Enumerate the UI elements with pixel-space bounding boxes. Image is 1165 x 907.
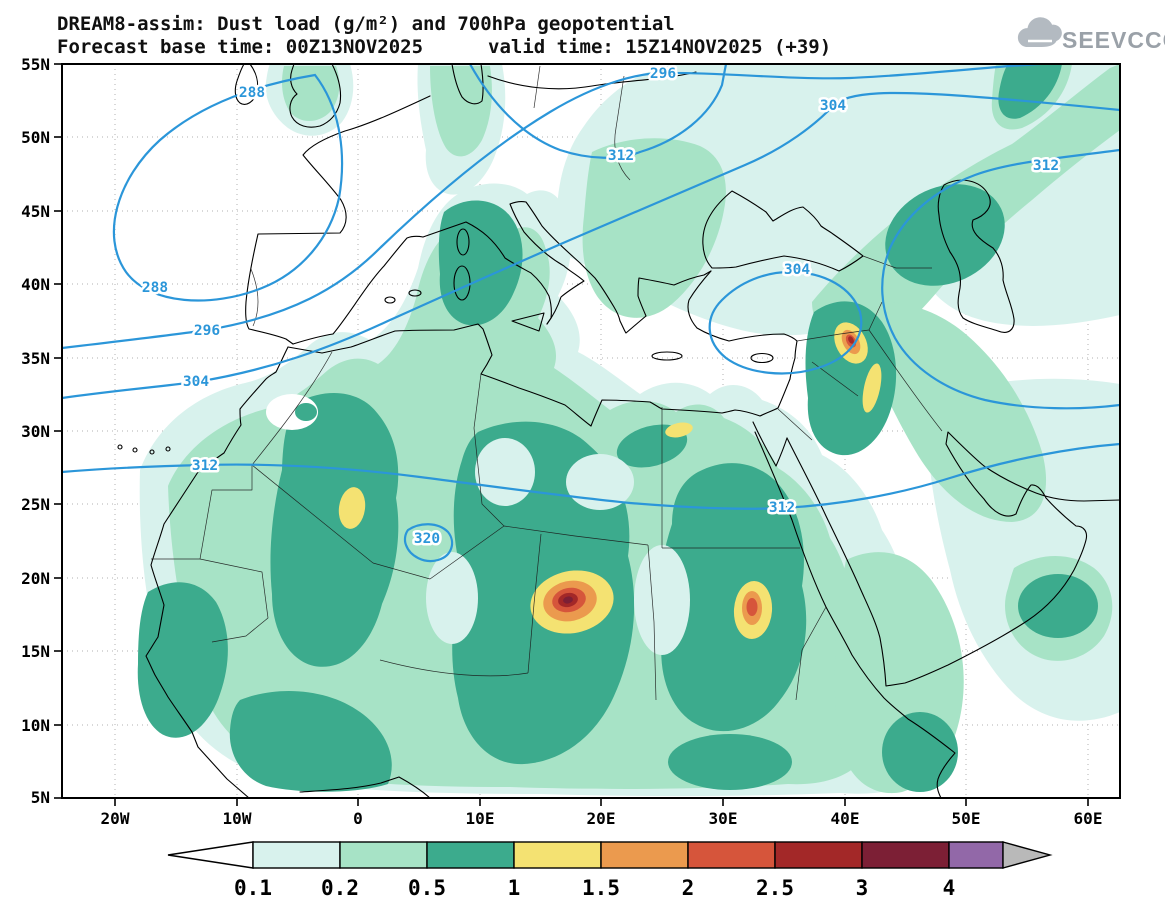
colorbar-segment-0.2 [339, 841, 428, 869]
x-axis-labels: 20W 10W 0 10E 20E 30E 40E 50E 60E [101, 809, 1103, 828]
y-axis-label: 45N [21, 202, 50, 221]
plot-area: 288 288 296 296 304 304 304 312 312 312 … [21, 55, 1121, 828]
coastlines [117, 64, 1120, 798]
x-axis-label: 50E [952, 809, 981, 828]
geopotential-labels: 288 288 296 296 304 304 304 312 312 312 … [139, 64, 1061, 550]
geo-label: 304 [784, 262, 810, 278]
colorbar-segment-1 [513, 841, 602, 869]
colorbar-label: 3 [856, 876, 869, 900]
header: DREAM8-assim: Dust load (g/m²) and 700hP… [57, 13, 1165, 58]
geo-label: 312 [1033, 158, 1059, 174]
colorbar: 0.1 0.2 0.5 1 1.5 2 2.5 3 4 [167, 841, 1053, 900]
geopotential-contour-288 [112, 73, 344, 302]
geo-label: 304 [183, 374, 209, 390]
geopotential-contour-296 [62, 64, 1042, 350]
geopotential-contour-312-south [62, 442, 1120, 510]
geo-label: 320 [414, 531, 440, 547]
y-axis-label: 15N [21, 642, 50, 661]
y-axis-label: 55N [21, 55, 50, 74]
geopotential-contours [62, 64, 1120, 563]
geo-label: 312 [769, 500, 795, 516]
colorbar-under-arrow [167, 841, 254, 869]
geo-label: 304 [820, 98, 846, 114]
colorbar-segment-1.5 [600, 841, 689, 869]
colorbar-segment-0.5 [426, 841, 515, 869]
x-axis-label: 10W [223, 809, 252, 828]
chart-title: DREAM8-assim: Dust load (g/m²) and 700hP… [57, 13, 675, 35]
dust-fill-layers [137, 64, 1120, 797]
colorbar-segment-2.5 [774, 841, 863, 869]
dust-level-3 [563, 596, 573, 604]
geopotential-contour-312-trough [468, 64, 728, 159]
y-axis-label: 5N [31, 788, 50, 807]
geopotential-contour-304-closed [708, 270, 863, 375]
x-axis-label: 20E [587, 809, 616, 828]
colorbar-over-arrow [1002, 841, 1053, 869]
x-axis-label: 20W [101, 809, 130, 828]
colorbar-label: 0.5 [408, 876, 446, 900]
colorbar-label: 1.5 [582, 876, 620, 900]
x-axis-label: 10E [466, 809, 495, 828]
geo-label: 312 [608, 148, 634, 164]
seevccc-logo: SEEVCCC [1017, 17, 1165, 53]
x-axis-label: 0 [353, 809, 363, 828]
geo-label: 312 [192, 458, 218, 474]
y-axis-label: 10N [21, 716, 50, 735]
colorbar-segment-3 [861, 841, 950, 869]
geopotential-contour-312-northeast [881, 148, 1120, 410]
y-axis-label: 20N [21, 569, 50, 588]
geo-label: 296 [194, 323, 220, 339]
colorbar-labels: 0.1 0.2 0.5 1 1.5 2 2.5 3 4 [234, 876, 955, 900]
colorbar-segment-4plus [948, 841, 1004, 869]
dust-low-gaps [266, 394, 690, 655]
geo-label: 288 [239, 85, 265, 101]
colorbar-label: 0.2 [321, 876, 359, 900]
geopotential-contour-320 [403, 523, 454, 563]
y-axis-label: 40N [21, 275, 50, 294]
geo-label: 288 [142, 280, 168, 296]
logo-text: SEEVCCC [1062, 27, 1165, 53]
y-axis-label: 50N [21, 128, 50, 147]
colorbar-label: 4 [943, 876, 956, 900]
y-axis-label: 25N [21, 495, 50, 514]
y-axis-label: 35N [21, 349, 50, 368]
colorbar-label: 2 [682, 876, 695, 900]
country-borders [151, 65, 943, 701]
cloud-logo-icon [1017, 17, 1062, 47]
colorbar-segment-2 [687, 841, 776, 869]
colorbar-segment-0.1 [252, 841, 341, 869]
x-axis-label: 30E [709, 809, 738, 828]
y-axis-label: 30N [21, 422, 50, 441]
x-axis-label: 60E [1074, 809, 1103, 828]
axis-ticks [54, 63, 1089, 806]
geopotential-contour-304 [62, 91, 1120, 400]
geo-label: 296 [650, 66, 676, 82]
colorbar-label: 1 [508, 876, 521, 900]
valid-time: valid time: 15Z14NOV2025 (+39) [488, 36, 831, 58]
colorbar-label: 2.5 [756, 876, 794, 900]
colorbar-label: 0.1 [234, 876, 272, 900]
y-axis-labels: 55N 50N 45N 40N 35N 30N 25N 20N 15N 10N … [21, 55, 50, 807]
x-axis-label: 40E [831, 809, 860, 828]
forecast-base-time: Forecast base time: 00Z13NOV2025 [57, 36, 423, 58]
